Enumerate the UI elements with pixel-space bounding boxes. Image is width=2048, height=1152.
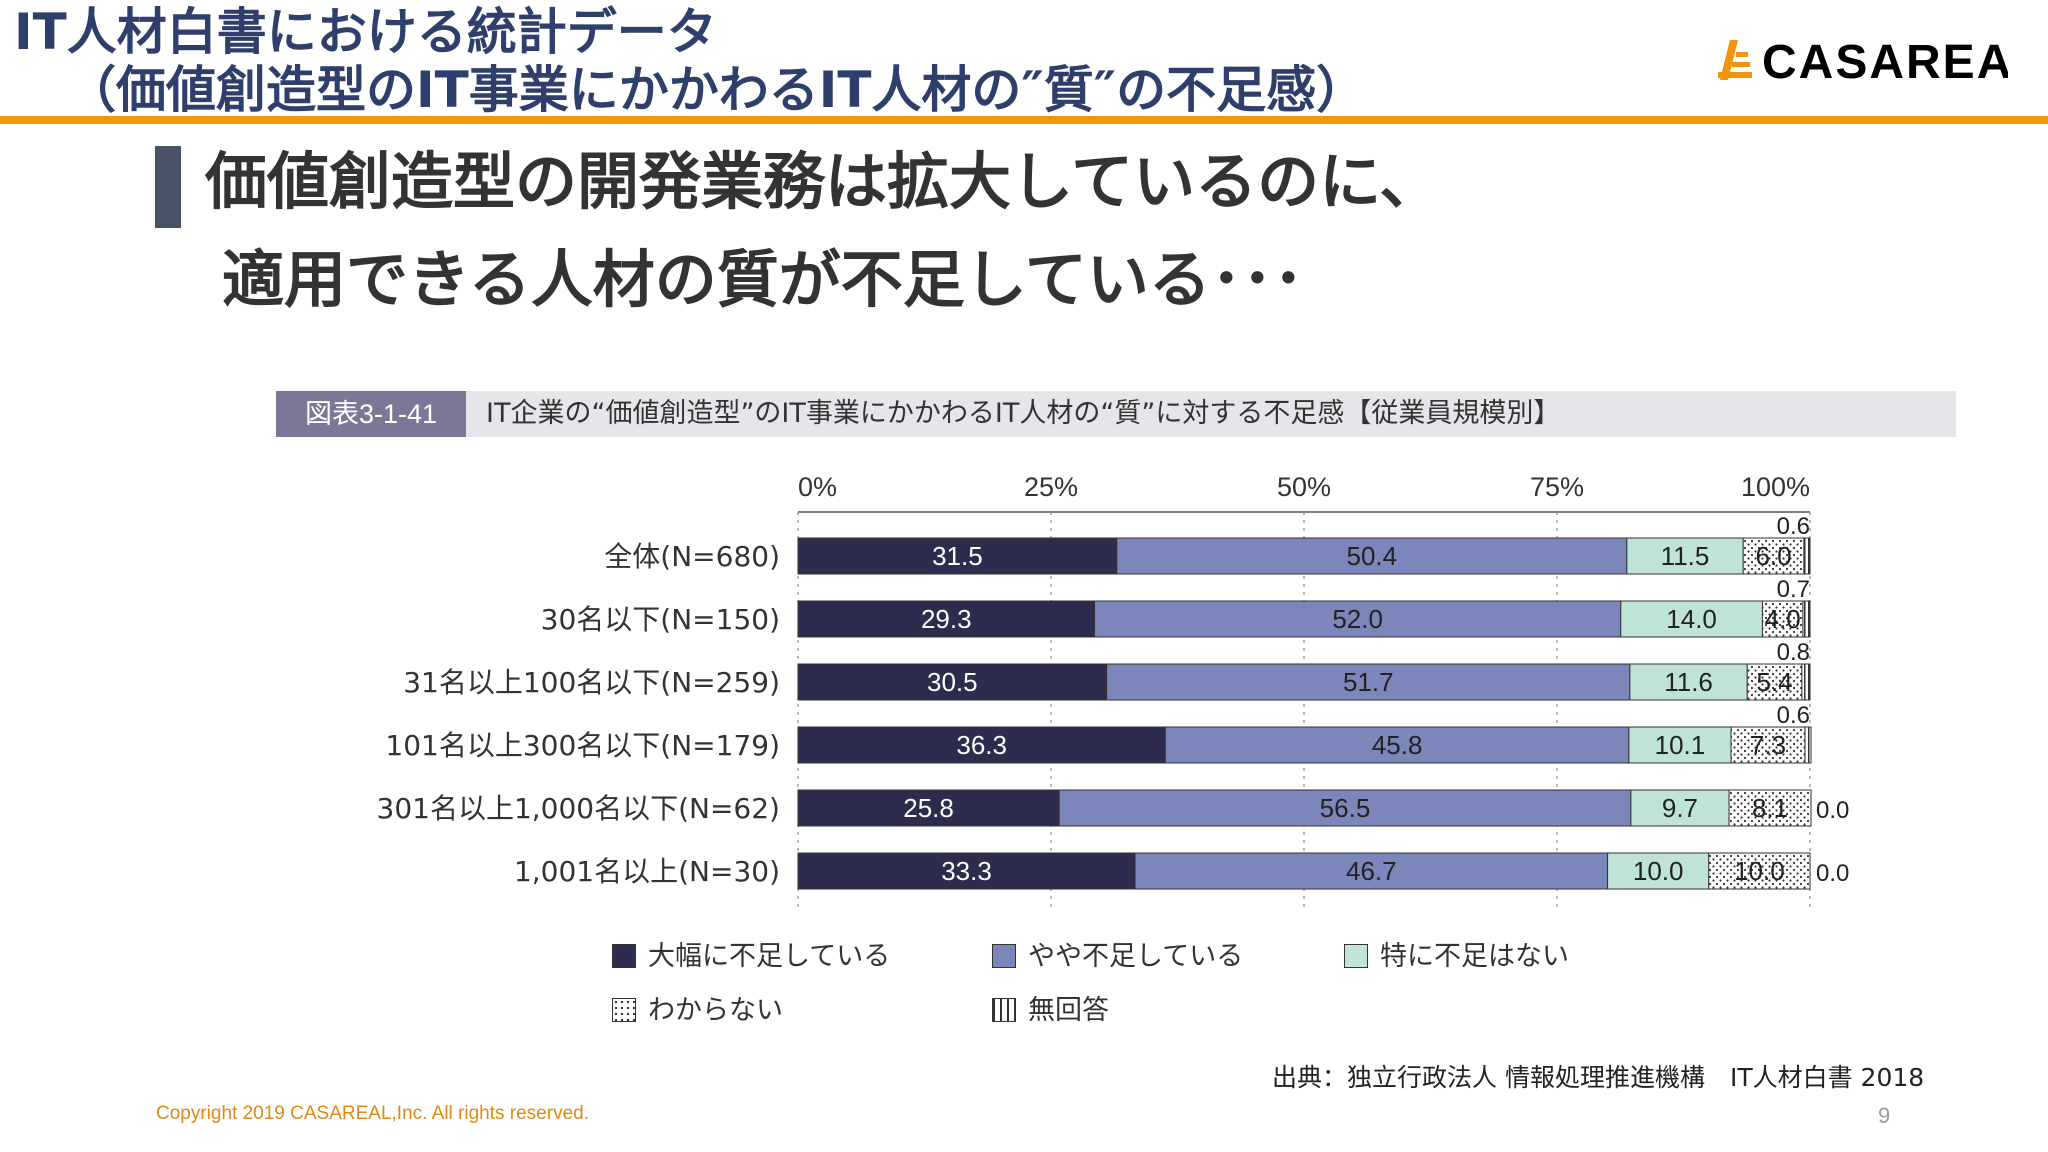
data-label: 7.3 — [1750, 730, 1786, 760]
source-citation: 出典：独立行政法人 情報処理推進機構 IT人材白書 2018 — [1272, 1063, 1925, 1092]
bar-segment — [1708, 852, 1811, 890]
data-label: 8.1 — [1752, 793, 1788, 823]
data-label: 0.7 — [1777, 576, 1810, 603]
bar-segment — [1742, 537, 1805, 575]
bar-segment — [1630, 789, 1730, 827]
category-label: 30名以下(N=150) — [541, 603, 780, 636]
data-label: 0.6 — [1777, 702, 1810, 729]
category-label: 301名以上1,000名以下(N=62) — [377, 792, 781, 825]
figure-label: 図表3-1-41 — [276, 391, 466, 437]
data-label: 25.8 — [903, 793, 954, 823]
bar-segment — [1728, 789, 1812, 827]
bar-segment — [1730, 726, 1806, 764]
data-label: 10.0 — [1734, 856, 1785, 886]
data-label: 0.6 — [1777, 513, 1810, 540]
x-tick-label: 25% — [1024, 472, 1078, 502]
bar-segment — [797, 726, 1166, 764]
bar-segment — [1626, 537, 1744, 575]
data-label: 9.7 — [1662, 793, 1698, 823]
bar-segment — [797, 663, 1108, 701]
legend-swatch — [612, 944, 636, 968]
bar-segment — [1802, 600, 1811, 638]
bar-segment — [797, 537, 1118, 575]
legend-swatch — [992, 998, 1016, 1022]
data-label: 31.5 — [932, 541, 983, 571]
data-label: 50.4 — [1346, 541, 1397, 571]
bar-segment — [1746, 663, 1803, 701]
bar-segment — [1761, 600, 1804, 638]
header-rule — [0, 116, 2048, 124]
legend-label: わからない — [648, 995, 783, 1026]
bar-segment — [1134, 852, 1609, 890]
x-tick-label: 0% — [798, 472, 837, 502]
data-label: 46.7 — [1346, 856, 1397, 886]
data-label: 10.1 — [1655, 730, 1706, 760]
category-label: 31名以上100名以下(N=259) — [403, 666, 780, 699]
data-label: 33.3 — [941, 856, 992, 886]
logo-mark-icon: CASAREAL — [1718, 36, 2043, 89]
company-logo: CASAREAL — [1718, 30, 2043, 90]
x-tick-label: 75% — [1530, 472, 1584, 502]
data-label: 4.0 — [1765, 604, 1801, 634]
page-number: 9 — [1878, 1103, 1891, 1128]
bar-segment — [1801, 663, 1811, 701]
legend-label: 大幅に不足している — [648, 941, 891, 972]
legend-label: 無回答 — [1028, 995, 1109, 1026]
legend-label: やや不足している — [1028, 941, 1244, 972]
bar-segment — [1058, 789, 1632, 827]
legend-swatch — [612, 998, 636, 1022]
bar-segment — [1094, 600, 1622, 638]
data-label: 30.5 — [927, 667, 978, 697]
bar-segment — [1803, 537, 1811, 575]
logo-text: CASAREAL — [1762, 36, 2008, 89]
figure-title: IT企業の“価値創造型”のIT事業にかかわるIT人材の“質”に対する不足感【従業… — [486, 398, 1561, 429]
figure-title-strip — [276, 391, 1956, 437]
slide-title-line2: （価値創造型のIT事業にかかわるIT人材の″質″の不足感） — [66, 61, 1367, 119]
bar-segment — [1607, 852, 1710, 890]
x-tick-label: 50% — [1277, 472, 1331, 502]
headline-accent-bar — [155, 146, 181, 228]
data-label: 5.4 — [1757, 667, 1793, 697]
data-label: 52.0 — [1332, 604, 1383, 634]
category-label: 1,001名以上(N=30) — [514, 855, 780, 888]
bar-segment — [1164, 726, 1630, 764]
data-label: 0.0 — [1816, 860, 1849, 887]
bar-segment — [1620, 600, 1763, 638]
category-label: 全体(N=680) — [604, 540, 780, 573]
slide-title-line1: IT人材白書における統計データ — [14, 3, 717, 61]
data-label: 29.3 — [921, 604, 972, 634]
data-label: 14.0 — [1666, 604, 1717, 634]
category-label: 101名以上300名以下(N=179) — [385, 729, 780, 762]
data-label: 0.0 — [1816, 797, 1849, 824]
bar-segment — [1116, 537, 1628, 575]
legend-swatch — [1344, 944, 1368, 968]
data-label: 11.5 — [1661, 541, 1710, 571]
bar-segment — [1106, 663, 1631, 701]
headline-line2: 適用できる人材の質が不足している･･･ — [222, 243, 1304, 316]
data-label: 0.8 — [1777, 639, 1810, 666]
data-label: 6.0 — [1755, 541, 1791, 571]
data-label: 45.8 — [1372, 730, 1423, 760]
copyright-notice: Copyright 2019 CASAREAL,Inc. All rights … — [156, 1103, 589, 1124]
data-label: 56.5 — [1320, 793, 1371, 823]
data-label: 51.7 — [1343, 667, 1394, 697]
data-label: 11.6 — [1664, 667, 1713, 697]
bar-segment — [797, 600, 1096, 638]
x-tick-label: 100% — [1741, 472, 1810, 502]
headline-line1: 価値創造型の開発業務は拡大しているのに、 — [205, 145, 1442, 218]
bar-segment — [1628, 726, 1732, 764]
bar-segment — [1804, 726, 1812, 764]
data-label: 36.3 — [956, 730, 1007, 760]
data-label: 10.0 — [1633, 856, 1684, 886]
legend-label: 特に不足はない — [1380, 941, 1569, 972]
legend-swatch — [992, 944, 1016, 968]
